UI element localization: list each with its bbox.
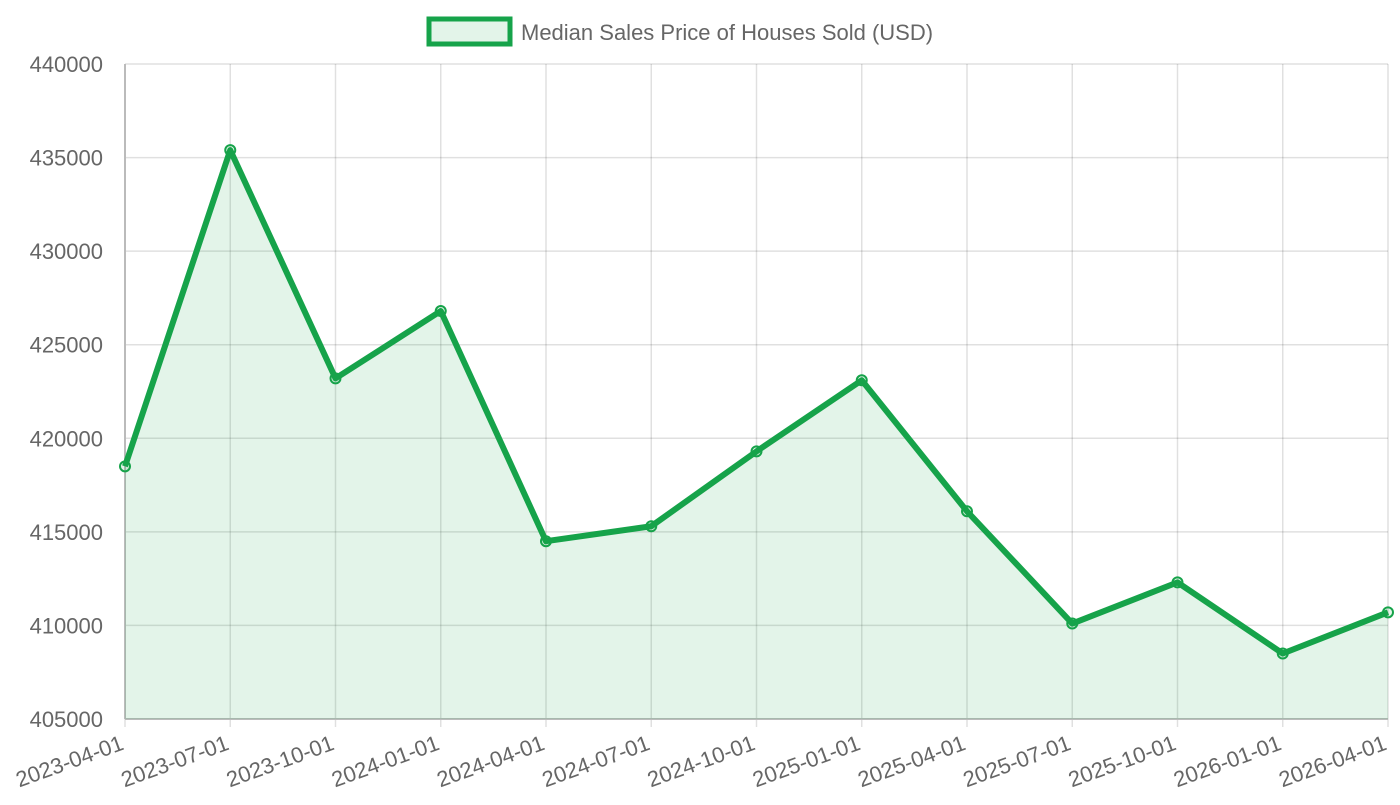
y-tick-label: 425000 bbox=[30, 333, 103, 358]
y-tick-label: 410000 bbox=[30, 613, 103, 638]
x-tick-label: 2024-07-01 bbox=[539, 730, 653, 792]
point bbox=[1171, 576, 1184, 589]
point bbox=[1276, 647, 1289, 660]
x-tick-label: 2025-01-01 bbox=[749, 730, 863, 792]
x-tick-label: 2024-10-01 bbox=[644, 730, 758, 792]
x-tick-label: 2023-04-01 bbox=[12, 730, 126, 792]
legend-label: Median Sales Price of Houses Sold (USD) bbox=[521, 20, 933, 45]
y-tick-label: 440000 bbox=[30, 52, 103, 77]
point bbox=[1066, 617, 1079, 630]
point bbox=[750, 445, 763, 458]
point bbox=[855, 374, 868, 387]
y-tick-label: 435000 bbox=[30, 146, 103, 171]
x-tick-label: 2024-04-01 bbox=[433, 730, 547, 792]
legend-swatch bbox=[426, 16, 513, 47]
point bbox=[645, 520, 658, 533]
area bbox=[125, 150, 1388, 720]
y-tick-label: 415000 bbox=[30, 520, 103, 545]
x-tick-label: 2026-01-01 bbox=[1170, 730, 1284, 792]
point bbox=[961, 505, 973, 518]
x-tick-label: 2025-07-01 bbox=[960, 730, 1074, 792]
point bbox=[224, 144, 237, 157]
x-tick-label: 2026-04-01 bbox=[1275, 730, 1389, 792]
point bbox=[540, 535, 552, 548]
x-tick-label: 2025-10-01 bbox=[1065, 730, 1179, 792]
point bbox=[434, 305, 447, 318]
x-tick-label: 2025-04-01 bbox=[854, 730, 968, 792]
line bbox=[122, 147, 1390, 657]
x-tick-label: 2023-10-01 bbox=[223, 730, 337, 792]
x-tick-label: 2024-01-01 bbox=[328, 730, 442, 792]
y-tick-label: 405000 bbox=[30, 707, 103, 732]
point bbox=[329, 372, 342, 385]
point bbox=[1382, 606, 1394, 619]
x-tick-label: 2023-07-01 bbox=[118, 730, 232, 792]
point bbox=[119, 460, 131, 473]
y-tick-label: 420000 bbox=[30, 426, 103, 451]
y-tick-label: 430000 bbox=[30, 239, 103, 264]
